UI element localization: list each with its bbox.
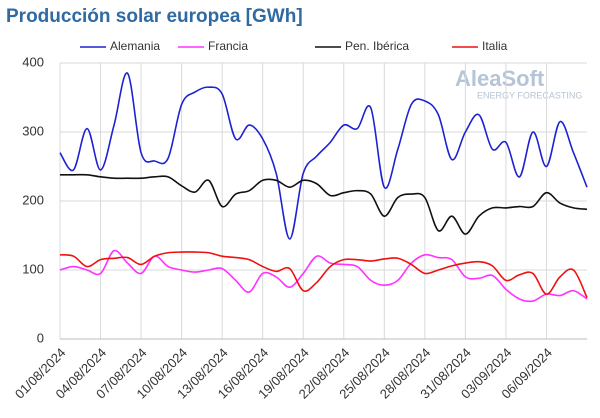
legend-label: Italia: [482, 39, 508, 53]
series-line: [59, 249, 588, 303]
legend-item: Italia: [452, 39, 508, 53]
y-tick-label: 0: [37, 330, 44, 345]
watermark: AleaSoft: [455, 66, 545, 91]
chart-title: Producción solar europea [GWh]: [6, 6, 303, 27]
legend-item: Alemania: [80, 39, 160, 53]
y-tick-label: 200: [22, 192, 44, 207]
y-tick-label: 400: [22, 54, 44, 69]
legend-item: Pen. Ibérica: [315, 39, 409, 53]
y-tick-label: 100: [22, 261, 44, 276]
y-tick-label: 300: [22, 123, 44, 138]
series-line: [60, 173, 588, 235]
watermark-tagline: ENERGY FORECASTING: [477, 90, 582, 100]
legend-item: Francia: [178, 39, 248, 53]
legend-label: Pen. Ibérica: [345, 39, 409, 53]
series-line: [59, 72, 588, 240]
legend-label: Francia: [208, 39, 248, 53]
legend-label: Alemania: [110, 39, 160, 53]
series-line: [59, 251, 588, 298]
